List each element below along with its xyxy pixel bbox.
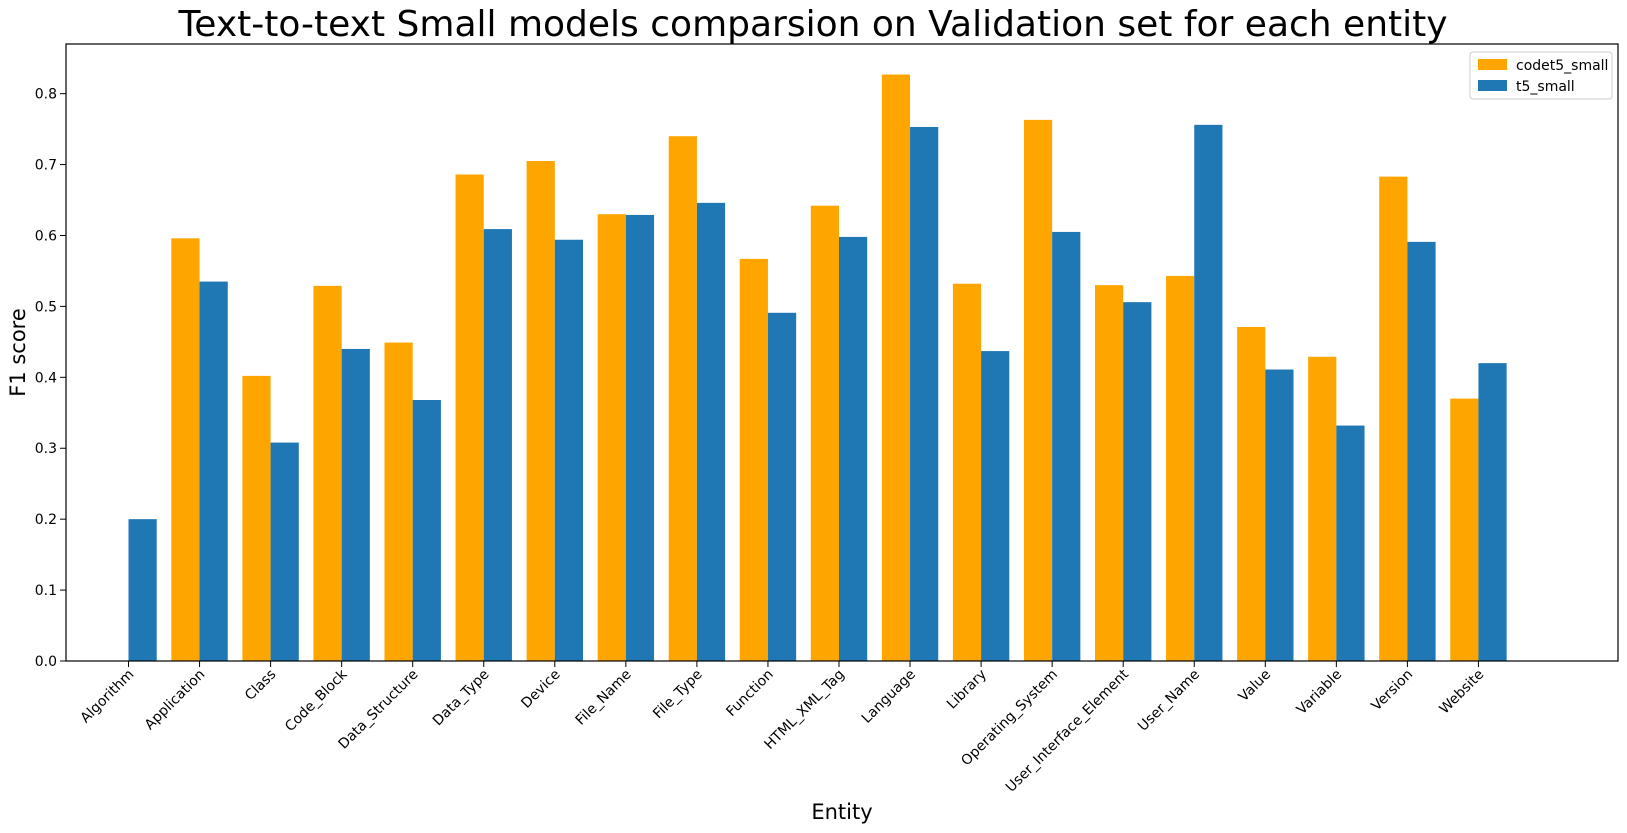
y-tick-label: 0.5 [35, 299, 57, 315]
x-tick-label: Data_Type [430, 667, 493, 730]
bars-group [128, 74, 1507, 662]
bar-codet5_small-Operating_System [1023, 119, 1053, 661]
x-tick-label: Variable [1294, 667, 1345, 718]
x-tick-label: Language [859, 667, 919, 727]
legend-swatch-codet5_small [1478, 59, 1507, 70]
bar-codet5_small-User_Interface_Element [1095, 285, 1124, 661]
chart-title: Text-to-text Small models comparsion on … [177, 4, 1447, 45]
y-tick-label: 0.2 [35, 512, 57, 528]
bar-t5_small-Code_Block [341, 348, 370, 661]
legend-swatch-t5_small [1478, 80, 1507, 91]
x-tick-label: Device [518, 667, 563, 712]
bar-t5_small-File_Name [625, 214, 655, 662]
x-tick-label: Code_Block [282, 666, 351, 735]
bar-t5_small-Language [910, 126, 939, 662]
bar-codet5_small-Data_Structure [384, 342, 413, 661]
legend: codet5_small t5_small [1469, 51, 1613, 100]
x-tick-label: Class [242, 667, 279, 704]
bar-codet5_small-Variable [1308, 356, 1337, 661]
x-tick-label: File_Name [573, 667, 635, 729]
bar-t5_small-Value [1265, 369, 1294, 661]
bar-t5_small-HTML_XML_Tag [839, 236, 868, 661]
y-tick-label: 0.6 [35, 228, 57, 244]
bar-codet5_small-Application [171, 238, 200, 661]
bar-codet5_small-Version [1379, 176, 1408, 661]
bar-t5_small-Algorithm [128, 519, 157, 661]
y-tick-label: 0.3 [35, 441, 57, 457]
y-tick-label: 0.0 [35, 654, 57, 670]
bar-codet5_small-HTML_XML_Tag [810, 205, 839, 661]
bar-t5_small-Data_Structure [412, 400, 441, 661]
bar-codet5_small-Value [1237, 326, 1266, 661]
bar-t5_small-Application [199, 281, 228, 661]
bar-codet5_small-Website [1450, 398, 1479, 661]
bar-t5_small-Data_Type [483, 229, 512, 661]
y-axis: 0.0 0.1 0.2 0.3 0.4 0.5 0.6 0.7 0.8 [35, 87, 66, 670]
bar-t5_small-Library [981, 351, 1010, 661]
x-tick-label: User_Interface_Element [1003, 666, 1132, 795]
bar-t5_small-Website [1478, 363, 1507, 661]
bar-t5_small-User_Name [1194, 124, 1223, 662]
x-axis: Algorithm Application Class Code_Block Data_… [78, 661, 1487, 796]
bar-codet5_small-File_Name [597, 214, 626, 661]
bar-codet5_small-Data_Type [455, 174, 484, 662]
bar-codet5_small-Function [739, 258, 768, 661]
y-tick-label: 0.8 [35, 87, 57, 103]
x-tick-label: File_Type [650, 667, 706, 723]
x-tick-label: Value [1236, 667, 1275, 706]
y-tick-label: 0.1 [35, 583, 57, 599]
bar-t5_small-Function [767, 312, 797, 661]
bar-t5_small-Version [1407, 241, 1436, 661]
legend-label-codet5_small: codet5_small [1516, 58, 1608, 74]
bar-codet5_small-Class [242, 375, 271, 661]
bar-codet5_small-Code_Block [313, 285, 342, 661]
bar-codet5_small-Library [952, 283, 982, 661]
bar-t5_small-Variable [1336, 425, 1365, 661]
x-tick-label: Algorithm [78, 667, 138, 727]
y-tick-label: 0.7 [35, 158, 57, 174]
x-axis-label: Entity [811, 800, 872, 824]
y-tick-label: 0.4 [35, 370, 57, 386]
x-tick-label: Function [723, 667, 776, 720]
plot-area-frame [65, 43, 1619, 662]
bar-codet5_small-User_Name [1166, 275, 1195, 661]
x-tick-label: Website [1436, 667, 1487, 718]
bar-t5_small-File_Type [696, 202, 726, 662]
bar-codet5_small-Language [881, 74, 911, 661]
bar-codet5_small-File_Type [668, 136, 697, 661]
bar-codet5_small-Device [526, 161, 555, 661]
x-tick-label: Version [1369, 667, 1417, 715]
x-tick-label: Library [944, 667, 990, 713]
x-tick-label: User_Name [1135, 667, 1203, 735]
legend-label-t5_small: t5_small [1516, 79, 1575, 95]
y-axis-label: F1 score [6, 308, 30, 397]
bar-t5_small-Device [554, 239, 583, 662]
bar-t5_small-User_Interface_Element [1123, 302, 1152, 661]
x-tick-label: Application [142, 667, 209, 734]
bar-t5_small-Class [270, 442, 299, 661]
bar-t5_small-Operating_System [1052, 231, 1081, 661]
